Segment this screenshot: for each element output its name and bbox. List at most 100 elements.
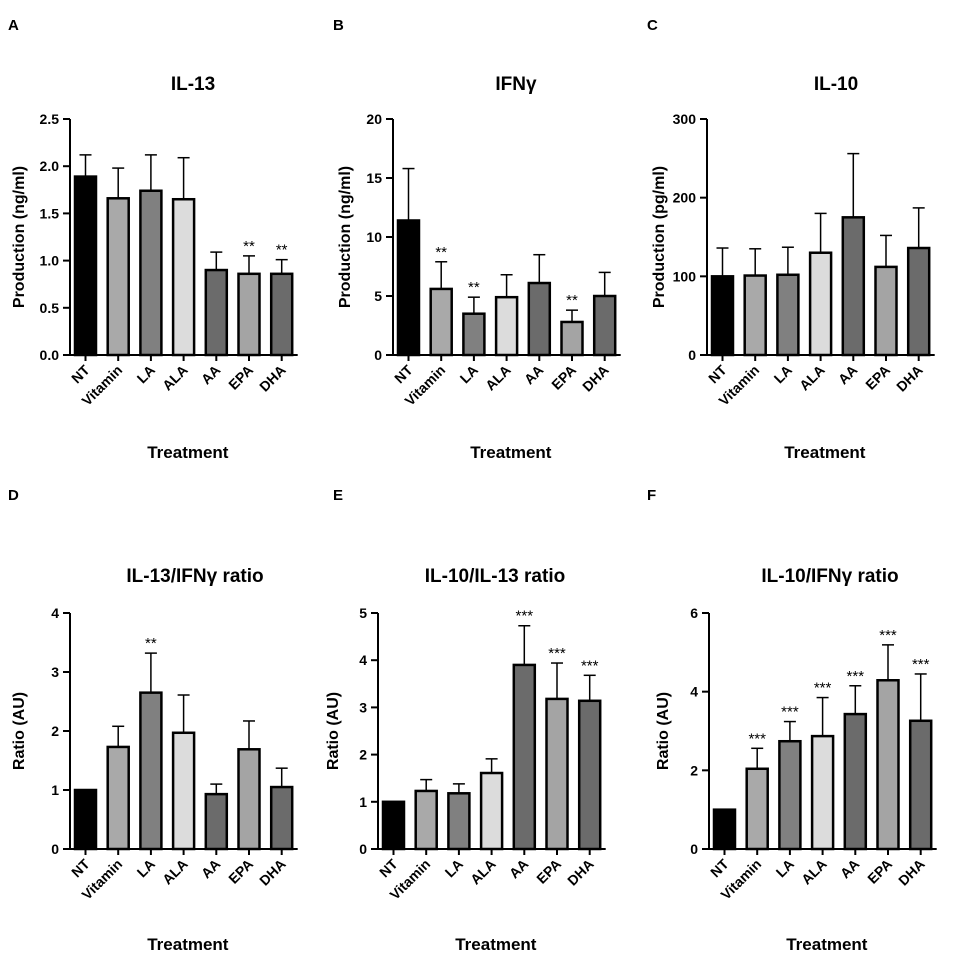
x-tick-label: EPA	[548, 362, 579, 393]
panel-letter: B	[333, 17, 344, 34]
y-tick-label: 4	[690, 684, 698, 700]
x-axis-label: Treatment	[455, 935, 537, 954]
x-axis-label: Treatment	[147, 935, 229, 954]
bar-ala	[479, 771, 504, 851]
panel-letter: D	[8, 487, 19, 504]
bar-nt	[73, 788, 98, 851]
chart-title: IL-13/IFNγ ratio	[126, 566, 263, 587]
x-tick-label: ALA	[159, 362, 191, 394]
bar-vitamin	[745, 767, 769, 851]
y-tick-label: 4	[359, 652, 367, 668]
y-tick-label: 1	[359, 794, 367, 810]
panel-letter: A	[8, 17, 19, 34]
y-tick-label: 0	[688, 347, 696, 363]
bar-epa	[876, 679, 900, 851]
x-tick-label: LA	[442, 856, 467, 881]
bar-nt	[712, 808, 737, 851]
x-tick-label: AA	[198, 362, 224, 388]
bar-epa	[874, 265, 898, 357]
y-tick-label: 0	[359, 841, 367, 857]
bar-epa	[237, 748, 261, 851]
y-tick-label: 0	[51, 841, 59, 857]
x-tick-label: DHA	[564, 856, 597, 889]
bar-la	[139, 189, 163, 357]
bar-epa	[545, 697, 569, 851]
x-axis-label: Treatment	[147, 443, 229, 462]
y-tick-label: 2.0	[40, 158, 60, 174]
x-tick-label: EPA	[225, 856, 256, 887]
x-tick-label: NT	[391, 361, 416, 386]
y-tick-label: 0	[374, 347, 382, 363]
bar-dha	[906, 246, 931, 357]
x-tick-label: EPA	[862, 362, 893, 393]
y-tick-label: 3	[359, 699, 367, 715]
x-tick-label: NT	[376, 855, 401, 880]
chart-title: IL-10/IFNγ ratio	[761, 566, 898, 587]
x-tick-label: AA	[506, 856, 532, 882]
panel-letter: E	[333, 487, 343, 504]
bar-dha	[577, 699, 602, 851]
chart-panel-a: A IL-13 Production (ng/ml) 0.0 0.5 1.0 1.5 2.0 2…	[8, 17, 298, 462]
x-tick-label: DHA	[256, 856, 289, 889]
bar-la	[462, 312, 486, 357]
bar-nt	[73, 175, 98, 357]
x-tick-label: LA	[134, 362, 159, 387]
panel-letter: C	[647, 17, 658, 34]
chart-title: IL-10	[814, 74, 858, 95]
y-tick-label: 1	[51, 782, 59, 798]
bar-vitamin	[429, 287, 453, 357]
bar-nt	[396, 219, 421, 357]
bar-aa	[204, 268, 229, 357]
y-axis-label: Ratio (AU)	[655, 692, 672, 770]
bar-aa	[204, 792, 229, 851]
bar-la	[778, 739, 802, 851]
significance-marker: **	[566, 292, 578, 309]
y-tick-label: 6	[690, 605, 698, 621]
x-tick-label: EPA	[225, 362, 256, 393]
y-tick-label: 3	[51, 664, 59, 680]
y-axis-label: Production (ng/ml)	[337, 166, 354, 308]
significance-marker: ***	[781, 704, 799, 721]
x-tick-label: AA	[837, 856, 863, 882]
significance-marker: **	[145, 635, 157, 652]
bar-aa	[843, 712, 868, 851]
chart-title: IL-13	[171, 74, 215, 95]
bar-ala	[808, 251, 833, 357]
bar-nt	[381, 800, 406, 851]
significance-marker: **	[276, 242, 288, 259]
y-tick-label: 0.5	[40, 300, 60, 316]
y-tick-label: 300	[673, 111, 697, 127]
bar-dha	[269, 272, 294, 357]
significance-marker: **	[435, 244, 447, 261]
x-tick-label: LA	[773, 856, 798, 881]
y-tick-label: 4	[51, 605, 59, 621]
chart-title: IFNγ	[495, 74, 537, 95]
bar-dha	[269, 785, 294, 851]
bar-la	[776, 273, 800, 357]
bar-vitamin	[743, 274, 767, 357]
bar-epa	[237, 272, 261, 357]
x-tick-label: NT	[68, 361, 93, 386]
bar-epa	[560, 320, 584, 357]
y-tick-label: 5	[359, 605, 367, 621]
y-axis-label: Production (pg/ml)	[651, 166, 668, 308]
significance-marker: ***	[847, 668, 865, 685]
x-tick-label: NT	[707, 855, 732, 880]
y-tick-label: 1.5	[40, 205, 60, 221]
significance-marker: ***	[581, 657, 599, 674]
bar-ala	[494, 295, 519, 357]
x-tick-label: ALA	[796, 362, 828, 394]
bar-ala	[810, 734, 835, 851]
significance-marker: ***	[814, 680, 832, 697]
y-tick-label: 5	[374, 288, 382, 304]
x-tick-label: LA	[457, 362, 482, 387]
bar-ala	[171, 731, 196, 851]
bar-aa	[512, 663, 537, 851]
x-tick-label: ALA	[159, 856, 191, 888]
x-tick-label: ALA	[482, 362, 514, 394]
x-tick-label: ALA	[798, 856, 830, 888]
